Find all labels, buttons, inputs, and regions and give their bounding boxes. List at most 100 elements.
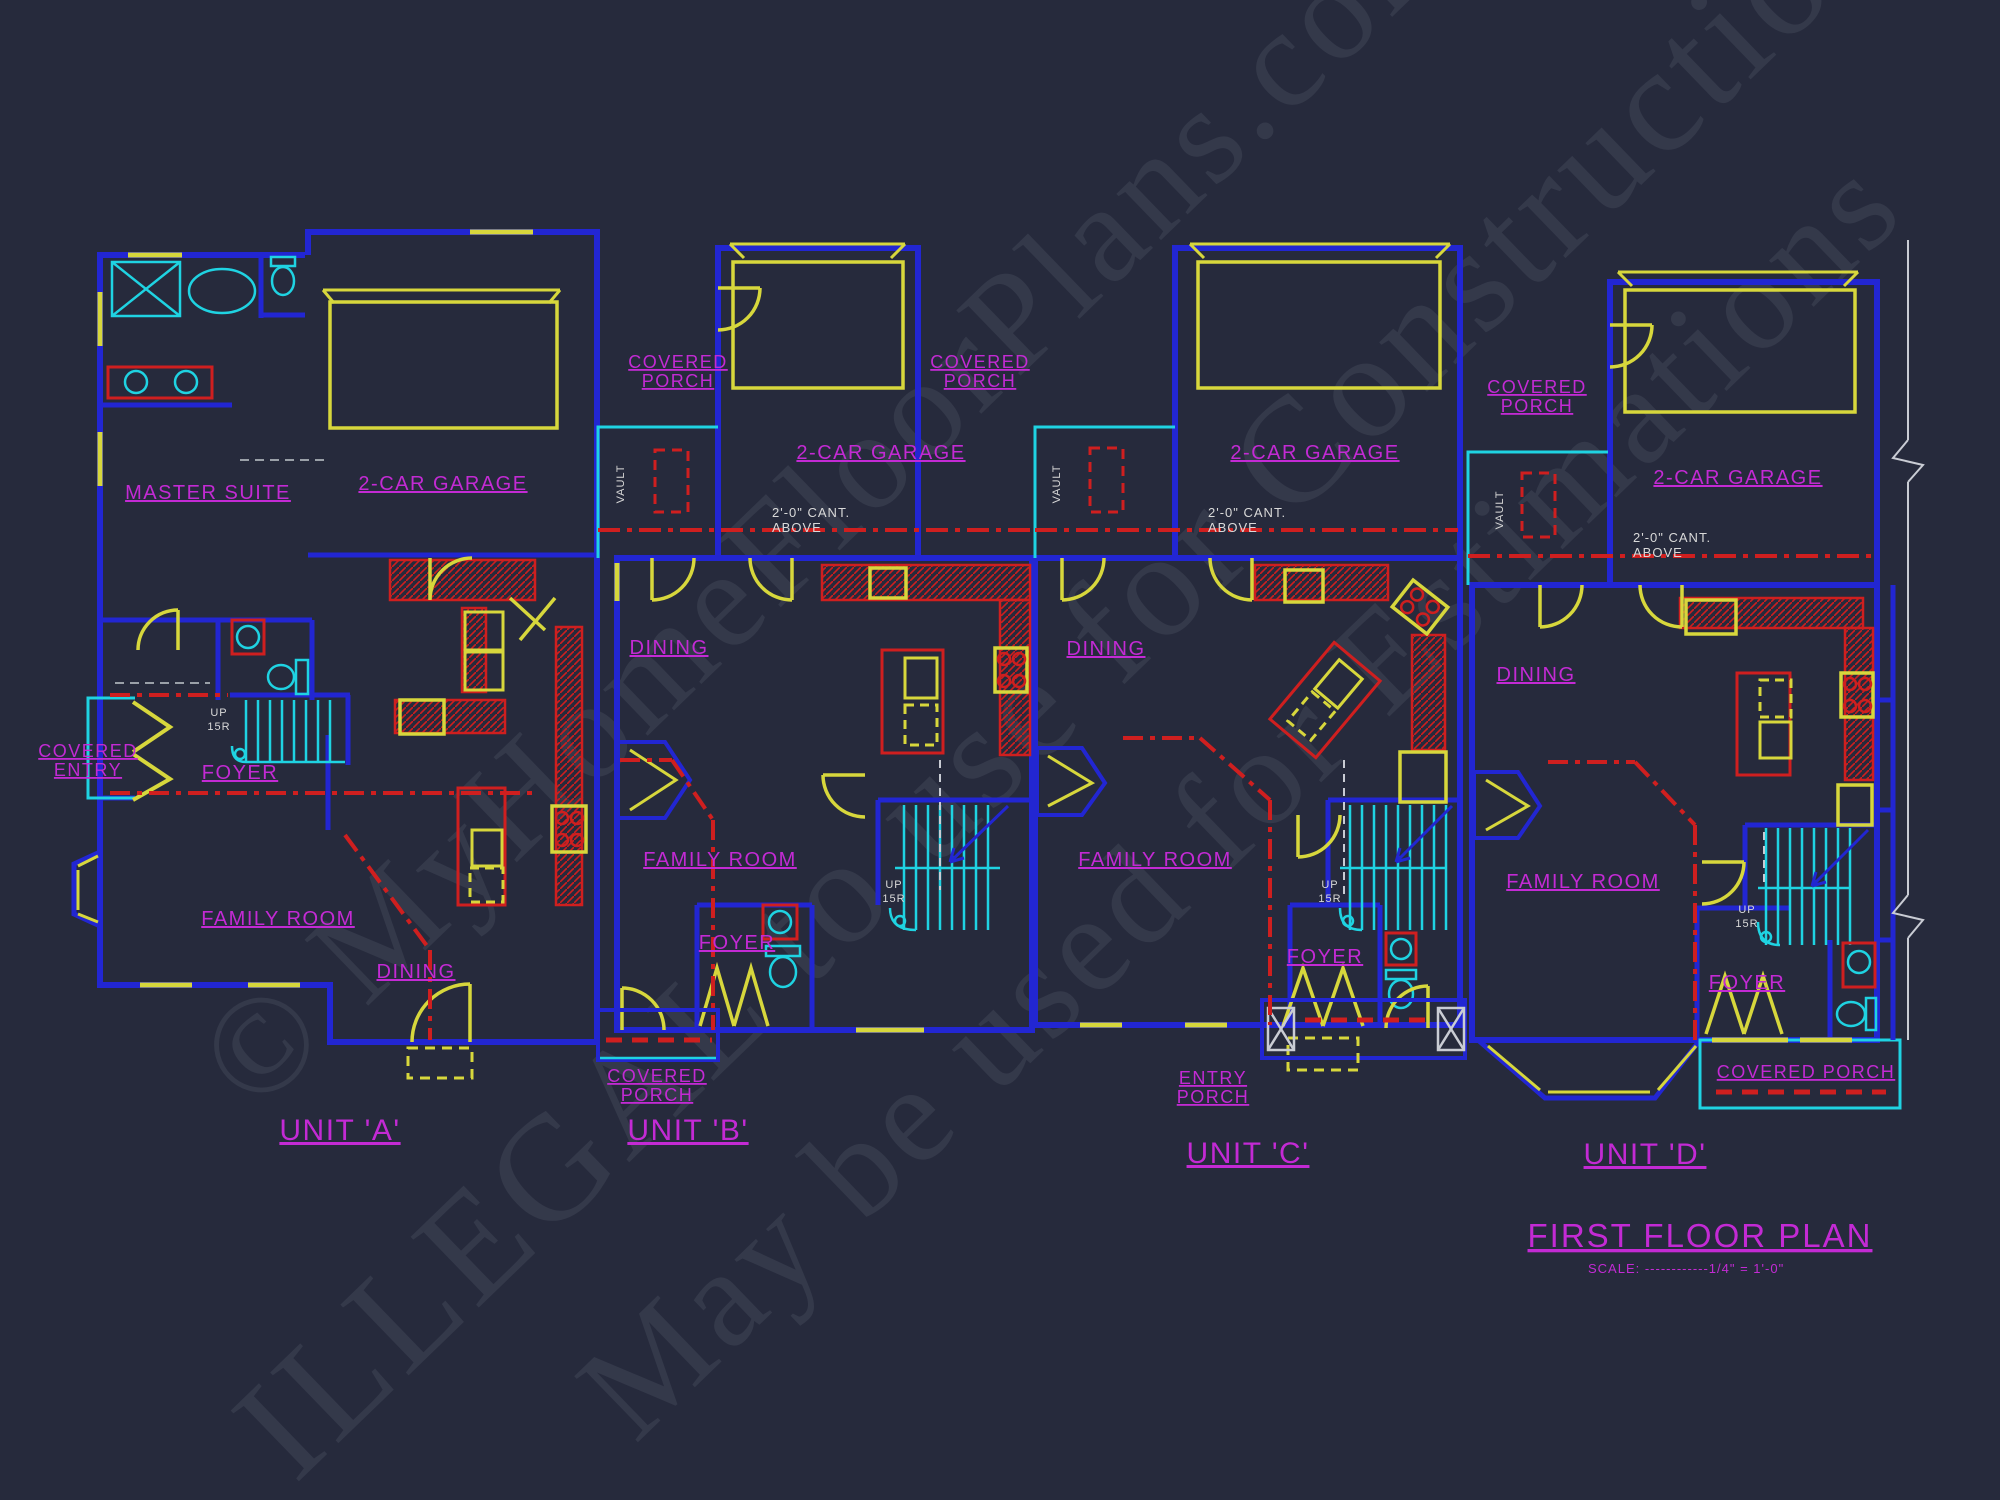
room-label-foyer: FOYER: [1709, 972, 1785, 994]
tub: [187, 267, 257, 315]
room-label-foyer: FOYER: [1287, 946, 1363, 968]
room-label-foyer: FOYER: [202, 762, 278, 784]
sink: [767, 909, 793, 935]
entry-double-doors: [131, 700, 174, 802]
shower-x: [111, 261, 181, 317]
unit-c: COVERED PORCH 2-CAR GARAGE DINING FAMILY…: [930, 242, 1467, 1170]
room-label-garage: 2-CAR GARAGE: [1653, 467, 1822, 489]
room-label-garage: 2-CAR GARAGE: [1230, 442, 1399, 464]
unit-a-powder-room: [230, 618, 310, 696]
kitchen-sink: [868, 566, 908, 600]
unit-d-body-walls: [1469, 582, 1880, 1043]
room-label-dining: DINING: [630, 637, 709, 659]
unit-d-fireplace: [1472, 770, 1543, 840]
vanity-counter: [106, 365, 214, 400]
unit-d-doors: [1538, 323, 1784, 1035]
toilet-bowl: [270, 265, 296, 297]
unit-b-rear-porch: [596, 1008, 720, 1062]
sink-counter: [761, 903, 799, 941]
closet-shelves: [115, 459, 330, 684]
sheet-title: FIRST FLOOR PLAN: [1528, 1217, 1873, 1254]
vault-note: VAULT: [1051, 465, 1063, 504]
room-label-rear-porch: COVERED PORCH: [1717, 1062, 1896, 1082]
party-wall-detail: [1879, 585, 1896, 1040]
refrigerator: [1398, 750, 1448, 804]
unit-c-entry-porch: [1260, 998, 1467, 1072]
vault-note: VAULT: [1494, 491, 1506, 530]
garage-door-apron: [731, 260, 905, 390]
unit-c-powder-room: [1384, 931, 1418, 1010]
room-label-dining: DINING: [1067, 638, 1146, 660]
ceiling-break-lines: [1123, 736, 1272, 1025]
stair-direction-arrow: [1810, 828, 1870, 888]
bay-window-wall: [1476, 1038, 1702, 1101]
ceiling-break-lines: [620, 758, 715, 1030]
stairs-risers-note: 15R: [1318, 893, 1341, 905]
cant-note: 2'-0" CANT.: [1633, 530, 1711, 545]
unit-d-powder-room: [1835, 941, 1878, 1032]
unit-b-powder-room: [761, 903, 802, 989]
bay-window-wall: [71, 849, 102, 929]
room-label-dining: DINING: [377, 961, 456, 983]
range: [993, 646, 1029, 694]
island-cabinet-dashed: [1758, 678, 1793, 719]
island-cabinet-dashed: [468, 866, 505, 904]
island-cabinet: [1758, 720, 1793, 760]
unit-b-stairs: [888, 760, 1010, 932]
room-label-dining: DINING: [1497, 664, 1576, 686]
sink-counter: [230, 618, 266, 656]
toilet-bowl: [1387, 978, 1415, 1010]
room-label-rear-porch-2: PORCH: [621, 1085, 694, 1105]
vault-note: VAULT: [615, 465, 627, 504]
unit-a-kitchen: [388, 558, 588, 907]
porch-slab: [406, 1046, 474, 1080]
room-label-covered-porch-2: PORCH: [1501, 396, 1574, 416]
room-label-covered-entry-2: ENTRY: [54, 760, 122, 780]
sink: [173, 369, 199, 395]
cant-above-note: ABOVE: [1208, 520, 1258, 535]
range: [1839, 671, 1875, 719]
stairs-risers-note: 15R: [1735, 918, 1758, 930]
room-label-foyer: FOYER: [699, 932, 775, 954]
counter: [388, 558, 537, 602]
room-label-covered-porch-1: COVERED: [930, 352, 1030, 372]
counter: [1410, 633, 1447, 752]
toilet-tank: [269, 255, 297, 268]
room-label-family-room: FAMILY ROOM: [201, 908, 355, 930]
sink-counter: [1841, 941, 1877, 989]
room-label-covered-porch-2: PORCH: [944, 371, 1017, 391]
room-label-family-room: FAMILY ROOM: [643, 849, 797, 871]
stairs-up-note: UP: [885, 879, 902, 891]
unit-a-windows: [97, 229, 533, 988]
stair-direction-arrow: [1394, 804, 1454, 864]
unit-b: COVERED PORCH 2-CAR GARAGE DINING FAMILY…: [596, 242, 1035, 1147]
sheet-scale: SCALE: ------------1/4" = 1'-0": [1588, 1261, 1784, 1276]
unit-a: MASTER SUITE 2-CAR GARAGE COVERED ENTRY …: [38, 229, 600, 1147]
unit-c-kitchen: [1253, 563, 1451, 804]
stairs-up-note: UP: [1321, 879, 1338, 891]
island: [1735, 671, 1792, 777]
stairs-up-note: UP: [210, 707, 227, 719]
room-label-entry-porch-1: ENTRY: [1179, 1068, 1247, 1088]
garage-door-apron: [1196, 260, 1442, 390]
toilet-bowl: [266, 663, 296, 691]
sink: [1846, 949, 1872, 975]
cant-above-note: ABOVE: [772, 520, 822, 535]
room-label-garage: 2-CAR GARAGE: [358, 473, 527, 495]
kitchen-sink: [1283, 568, 1325, 604]
room-label-rear-porch-1: COVERED: [607, 1066, 707, 1086]
bay-window-glass: [76, 854, 99, 924]
kitchen-sink: [1684, 598, 1738, 636]
toilet-tank: [1384, 968, 1418, 981]
unit-a-master-bath: [110, 255, 297, 395]
unit-d-kitchen: [1678, 596, 1875, 827]
room-label-family-room: FAMILY ROOM: [1078, 849, 1232, 871]
room-label-covered-porch-2: PORCH: [642, 371, 715, 391]
garage-door-apron: [328, 300, 559, 430]
unit-d-stairs: [1756, 828, 1870, 947]
room-label-covered-porch-1: COVERED: [1487, 377, 1587, 397]
unit-d: COVERED PORCH 2-CAR GARAGE DINING FAMILY…: [1466, 270, 1902, 1171]
unit-c-label: UNIT 'C': [1187, 1137, 1310, 1170]
